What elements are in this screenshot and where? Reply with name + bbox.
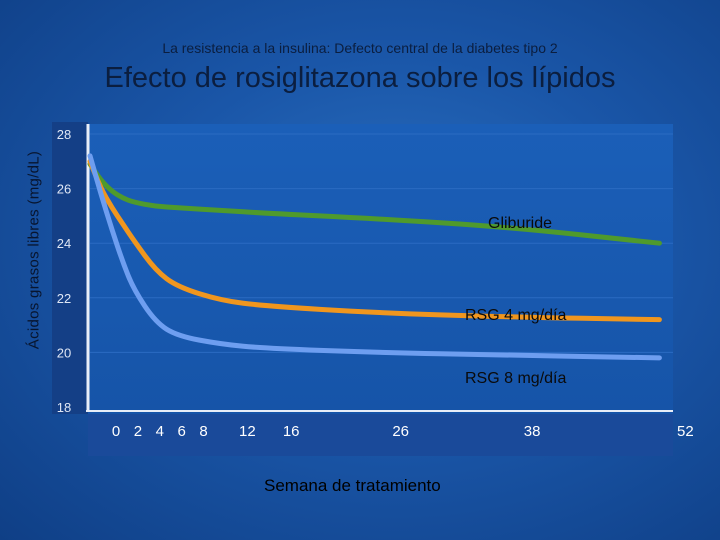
series-label: Gliburide (488, 215, 552, 232)
series-label: RSG 8 mg/día (465, 370, 566, 387)
series-label: RSG 4 mg/día (465, 307, 566, 324)
x-tick-label: 26 (392, 423, 409, 440)
y-tick-label: 18 (57, 400, 71, 415)
x-tick-label: 8 (199, 423, 207, 440)
x-tick-label: 52 (677, 423, 694, 440)
plot-background (88, 124, 673, 414)
series-line-0 (87, 161, 662, 246)
x-tick-label: 6 (178, 423, 186, 440)
x-tick-label: 0 (112, 423, 120, 440)
series-line-1 (87, 158, 662, 323)
x-tick-label: 2 (134, 423, 142, 440)
y-axis-band (52, 122, 88, 414)
series-line-2 (87, 153, 662, 361)
y-tick-label: 26 (57, 182, 71, 197)
y-tick-label: 22 (57, 291, 71, 306)
y-tick-label: 20 (57, 345, 71, 360)
slide-subtitle: La resistencia a la insulina: Defecto ce… (162, 40, 558, 56)
x-tick-label: 16 (283, 423, 300, 440)
y-tick-label: 28 (57, 127, 71, 142)
y-tick-label: 24 (57, 236, 71, 251)
x-tick-label: 12 (239, 423, 256, 440)
x-tick-label: 38 (524, 423, 541, 440)
x-axis-band (88, 414, 673, 456)
chart-title: Efecto de rosiglitazona sobre los lípido… (104, 62, 616, 94)
x-axis-label: Semana de tratamiento (264, 476, 441, 495)
x-tick-label: 4 (156, 423, 164, 440)
